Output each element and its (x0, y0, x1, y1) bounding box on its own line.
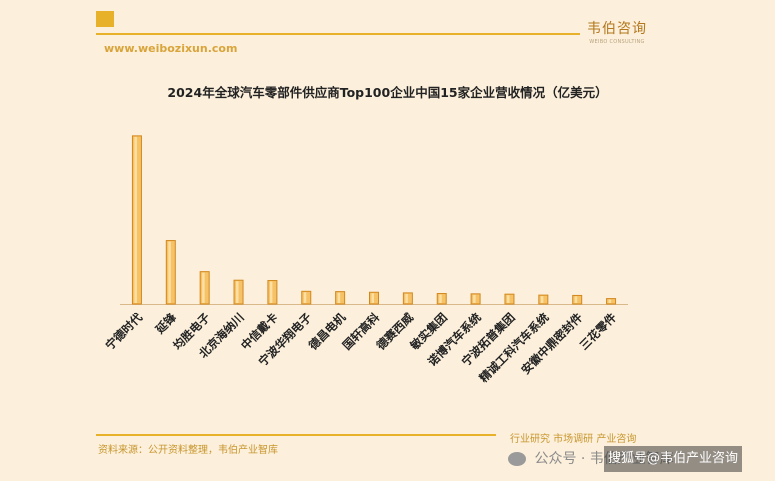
x-tick-label: 德昌电机 (305, 310, 348, 353)
bar (165, 240, 176, 305)
bar-highlight (303, 292, 307, 303)
x-tick-label: 安徽中鼎密封件 (518, 310, 585, 377)
bar-highlight (574, 296, 578, 303)
footer-tagline: 行业研究 市场调研 产业咨询 (510, 434, 637, 445)
x-tick-label: 宁德时代 (103, 310, 146, 353)
bar-highlight (473, 294, 476, 303)
bar (233, 279, 244, 305)
bar (402, 292, 413, 305)
bar (606, 298, 617, 305)
bar-highlight (439, 294, 442, 303)
header-divider (96, 33, 580, 35)
bar-highlight (134, 136, 137, 303)
chart-title: 2024年全球汽车零部件供应商Top100企业中国15家企业营收情况（亿美元） (167, 85, 608, 100)
brand-subtitle: WEIBO CONSULTING (589, 39, 645, 45)
bar-highlight (608, 299, 612, 303)
bar (572, 294, 583, 305)
wechat-icon (508, 452, 526, 466)
x-tick-label: 延锋 (152, 310, 179, 337)
bar (470, 293, 481, 305)
watermark: 公众号 · 韦伯产业智库 搜狐号@韦伯产业咨询 (508, 444, 775, 474)
bar (131, 135, 142, 305)
bar (267, 280, 278, 305)
bar-highlight (269, 281, 273, 303)
footer-divider (96, 434, 496, 436)
x-tick-label: 三花零件 (577, 310, 620, 353)
bar (436, 293, 447, 305)
x-tick-label: 德赛西威 (373, 310, 416, 353)
bar-highlight (506, 295, 510, 303)
corner-accent-square (96, 11, 114, 27)
bar (301, 290, 312, 305)
bar-highlight (371, 293, 374, 303)
bar (199, 271, 210, 305)
watermark-sohu: 搜狐号@韦伯产业咨询 (604, 446, 743, 472)
website-link[interactable]: www.weibozixun.com (104, 42, 238, 55)
bar-highlight (337, 292, 341, 303)
bar (538, 294, 549, 305)
bar-highlight (168, 241, 171, 303)
bar (504, 293, 515, 305)
brand-logo: 韦伯咨询 (587, 21, 647, 37)
bar-highlight (202, 272, 205, 303)
bar-highlight (540, 296, 544, 303)
bar-highlight (236, 281, 239, 303)
source-note: 资料来源：公开资料整理，韦伯产业智库 (98, 445, 278, 456)
bar (335, 291, 346, 305)
bar (369, 291, 379, 305)
bar-highlight (405, 293, 408, 303)
